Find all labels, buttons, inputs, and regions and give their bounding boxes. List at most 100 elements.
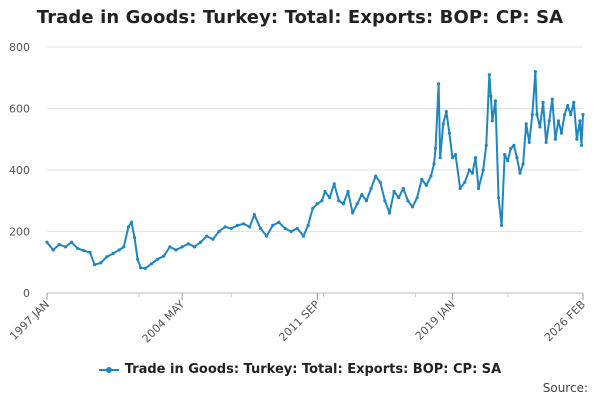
data-point[interactable] — [99, 261, 103, 265]
data-point[interactable] — [149, 262, 154, 266]
data-point[interactable] — [512, 143, 516, 147]
data-point[interactable] — [447, 131, 451, 135]
data-point[interactable] — [392, 189, 396, 194]
data-point[interactable] — [235, 223, 240, 227]
data-point[interactable] — [129, 220, 134, 224]
data-point[interactable] — [295, 226, 299, 231]
data-point[interactable] — [401, 186, 405, 191]
data-point[interactable] — [155, 257, 160, 261]
data-point[interactable] — [82, 248, 86, 253]
data-point[interactable] — [132, 236, 137, 240]
data-point[interactable] — [547, 119, 551, 123]
data-point[interactable] — [437, 82, 441, 86]
data-point[interactable] — [566, 103, 570, 108]
data-point[interactable] — [541, 100, 545, 104]
data-point[interactable] — [346, 189, 350, 194]
data-point[interactable] — [198, 240, 203, 244]
data-point[interactable] — [252, 212, 256, 217]
data-point[interactable] — [265, 234, 269, 238]
legend[interactable]: Trade in Goods: Turkey: Total: Exports: … — [0, 362, 600, 377]
data-point[interactable] — [481, 168, 485, 172]
data-point[interactable] — [186, 242, 190, 246]
data-point[interactable] — [453, 153, 458, 157]
data-point[interactable] — [332, 182, 336, 186]
data-point[interactable] — [527, 140, 531, 144]
data-point[interactable] — [473, 156, 478, 160]
data-point[interactable] — [503, 153, 507, 157]
data-point[interactable] — [524, 122, 528, 126]
data-point[interactable] — [76, 246, 80, 251]
data-point[interactable] — [136, 257, 140, 261]
data-point[interactable] — [489, 94, 493, 98]
data-point[interactable] — [337, 199, 341, 203]
data-point[interactable] — [493, 99, 498, 103]
data-point[interactable] — [509, 146, 513, 151]
data-point[interactable] — [535, 113, 539, 117]
data-point[interactable] — [126, 225, 130, 229]
data-point[interactable] — [117, 248, 121, 252]
data-point[interactable] — [63, 245, 68, 249]
data-point[interactable] — [306, 223, 310, 227]
data-point[interactable] — [378, 180, 382, 184]
data-point[interactable] — [387, 211, 392, 215]
data-point[interactable] — [476, 186, 481, 191]
data-point[interactable] — [429, 174, 433, 178]
data-point[interactable] — [315, 202, 319, 206]
data-point[interactable] — [369, 186, 373, 191]
data-point[interactable] — [569, 113, 573, 117]
data-point[interactable] — [530, 113, 534, 117]
data-point[interactable] — [572, 100, 576, 104]
data-point[interactable] — [484, 143, 488, 147]
data-point[interactable] — [518, 171, 522, 175]
data-point[interactable] — [205, 234, 209, 238]
data-point[interactable] — [311, 206, 315, 211]
data-point[interactable] — [578, 119, 582, 123]
data-point[interactable] — [424, 183, 428, 187]
data-point[interactable] — [432, 162, 436, 166]
data-point[interactable] — [490, 119, 494, 123]
data-point[interactable] — [180, 245, 184, 249]
data-point[interactable] — [111, 252, 115, 256]
data-point[interactable] — [515, 156, 519, 160]
data-point[interactable] — [57, 242, 61, 247]
data-point[interactable] — [374, 174, 378, 178]
data-point[interactable] — [496, 196, 501, 200]
data-point[interactable] — [351, 211, 355, 215]
data-point[interactable] — [355, 202, 359, 206]
data-point[interactable] — [420, 177, 424, 181]
data-point[interactable] — [323, 189, 327, 194]
data-point[interactable] — [223, 225, 227, 229]
data-point[interactable] — [283, 226, 287, 231]
data-point[interactable] — [463, 180, 467, 184]
data-point[interactable] — [51, 248, 55, 252]
data-point[interactable] — [241, 222, 246, 226]
data-point[interactable] — [93, 263, 97, 267]
data-point[interactable] — [575, 137, 579, 141]
data-point[interactable] — [320, 199, 324, 203]
data-point[interactable] — [467, 168, 471, 172]
data-point[interactable] — [553, 137, 557, 141]
data-point[interactable] — [433, 146, 438, 151]
data-point[interactable] — [364, 199, 369, 203]
data-point[interactable] — [174, 248, 178, 252]
data-point[interactable] — [487, 73, 491, 77]
data-point[interactable] — [415, 196, 419, 200]
data-point[interactable] — [341, 202, 346, 206]
data-point[interactable] — [550, 97, 554, 101]
data-point[interactable] — [69, 240, 74, 244]
data-point[interactable] — [271, 223, 275, 227]
data-point[interactable] — [410, 205, 415, 209]
data-point[interactable] — [438, 156, 442, 160]
data-point[interactable] — [458, 186, 462, 191]
data-point[interactable] — [562, 113, 567, 117]
data-point[interactable] — [556, 119, 561, 123]
data-point[interactable] — [521, 162, 525, 166]
data-point[interactable] — [105, 255, 109, 259]
data-point[interactable] — [450, 156, 455, 160]
data-point[interactable] — [544, 140, 548, 144]
data-point[interactable] — [217, 229, 221, 234]
data-point[interactable] — [289, 229, 293, 234]
data-point[interactable] — [397, 196, 401, 200]
data-point[interactable] — [168, 245, 172, 249]
data-point[interactable] — [538, 125, 542, 129]
